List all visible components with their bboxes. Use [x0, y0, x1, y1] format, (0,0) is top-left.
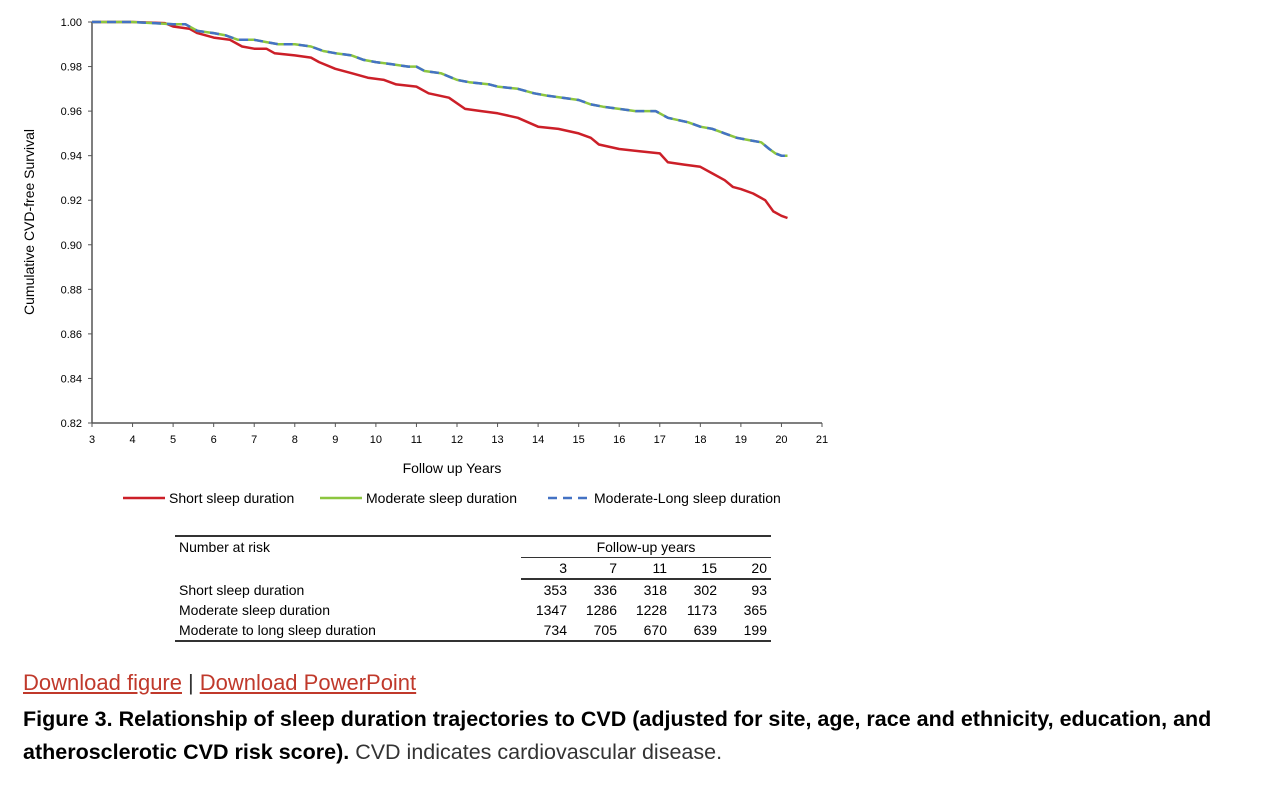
table-cell: 639: [671, 620, 721, 642]
short-sleep-duration-line: [92, 20, 788, 220]
year-header: 7: [571, 557, 621, 580]
y-tick-label: 0.92: [61, 195, 82, 207]
y-tick-label: 1.00: [61, 17, 82, 29]
table-cell: 1228: [635, 602, 667, 618]
x-tick-label: 15: [573, 434, 585, 446]
x-tick-label: 7: [251, 434, 257, 446]
table-cell: 1347: [535, 602, 567, 618]
risk-table-label: Number at risk: [175, 535, 521, 558]
survival-chart: 0.82 0.84 0.86 0.88 0.90 0.92 0.94 0.96 0.98 1.00…: [21, 17, 828, 506]
table-cell: 318: [643, 582, 667, 598]
row-label: Moderate sleep duration: [179, 602, 330, 618]
x-tick-label: 16: [613, 434, 625, 446]
x-tick-label: 8: [292, 434, 298, 446]
x-tick-label: 12: [451, 434, 463, 446]
number-at-risk-table: Number at risk Follow-up years 3 7 11 15…: [175, 535, 771, 642]
x-tick-label: 21: [816, 434, 828, 446]
y-tick-label: 0.88: [61, 284, 82, 296]
x-tick-label: 5: [170, 434, 176, 446]
table-cell: 1286: [585, 602, 617, 618]
series-lines: [92, 20, 788, 220]
caption-note: CVD indicates cardiovascular disease.: [349, 740, 723, 764]
chart-legend: Short sleep duration Moderate sleep durat…: [123, 490, 781, 506]
year-header: 15: [671, 557, 721, 580]
y-tick-label: 0.94: [61, 151, 82, 163]
year-header: 20: [721, 557, 771, 580]
table-cell: 1173: [686, 602, 717, 618]
year-header: 3: [521, 557, 571, 580]
table-cell: 734: [521, 620, 571, 642]
chart-axes: [91, 22, 822, 424]
x-axis-ticks: 3 4 5 6 7 8 9 10 11 12 13 14 15 16 17 18 19 20 21: [89, 423, 828, 446]
moderate-sleep-duration-line: [92, 20, 788, 157]
x-tick-label: 20: [775, 434, 787, 446]
y-axis-title: Cumulative CVD-free Survival: [21, 129, 37, 315]
download-links: Download figure | Download PowerPoint: [23, 670, 416, 696]
x-tick-label: 17: [654, 434, 666, 446]
x-tick-label: 19: [735, 434, 747, 446]
x-tick-label: 13: [491, 434, 503, 446]
download-powerpoint-link[interactable]: Download PowerPoint: [199, 670, 417, 695]
x-axis-title: Follow up Years: [403, 460, 502, 476]
table-cell: 670: [621, 620, 671, 642]
table-cell: 93: [751, 582, 767, 598]
y-tick-label: 0.86: [61, 329, 82, 341]
x-tick-label: 18: [694, 434, 706, 446]
figure-caption: Figure 3. Relationship of sleep duration…: [23, 703, 1268, 769]
y-axis-ticks: 0.82 0.84 0.86 0.88 0.90 0.92 0.94 0.96 0.98 1.00: [61, 17, 92, 430]
legend-label: Moderate sleep duration: [366, 490, 517, 506]
table-cell: 705: [571, 620, 621, 642]
y-tick-label: 0.90: [61, 240, 82, 252]
x-tick-label: 4: [129, 434, 135, 446]
download-figure-link[interactable]: Download figure: [23, 670, 182, 695]
y-tick-label: 0.84: [61, 373, 82, 385]
y-tick-label: 0.82: [61, 418, 82, 430]
caption-title: Figure 3. Relationship of sleep duration…: [23, 707, 1212, 764]
legend-label: Short sleep duration: [169, 490, 294, 506]
table-cell: 336: [593, 582, 617, 598]
x-tick-label: 6: [211, 434, 217, 446]
row-label: Short sleep duration: [179, 581, 305, 598]
risk-table-group-header: Follow-up years: [521, 535, 771, 558]
legend-label: Moderate-Long sleep duration: [594, 490, 781, 506]
x-tick-label: 14: [532, 434, 544, 446]
table-row: Short sleep duration 353 336 318 302 93: [175, 579, 771, 600]
year-header: 11: [621, 557, 671, 580]
table-cell: 353: [543, 582, 567, 598]
risk-table-years-row: 3 7 11 15 20: [175, 557, 771, 580]
moderate-long-sleep-duration-line: [92, 20, 788, 157]
x-tick-label: 3: [89, 434, 95, 446]
table-cell: 199: [721, 620, 771, 642]
link-separator: |: [187, 670, 194, 695]
y-tick-label: 0.96: [61, 106, 82, 118]
table-cell: 365: [743, 602, 767, 618]
table-row: Moderate sleep duration 1347 1286 1228 1…: [175, 600, 771, 620]
y-tick-label: 0.98: [61, 62, 82, 74]
risk-table-header-row: Number at risk Follow-up years: [175, 535, 771, 558]
x-tick-label: 11: [411, 434, 422, 446]
x-tick-label: 10: [370, 434, 382, 446]
row-label: Moderate to long sleep duration: [175, 620, 521, 642]
x-tick-label: 9: [332, 434, 338, 446]
table-cell: 302: [693, 582, 717, 598]
risk-table-blank-cell: [175, 558, 521, 580]
table-row: Moderate to long sleep duration 734 705 …: [175, 620, 771, 642]
